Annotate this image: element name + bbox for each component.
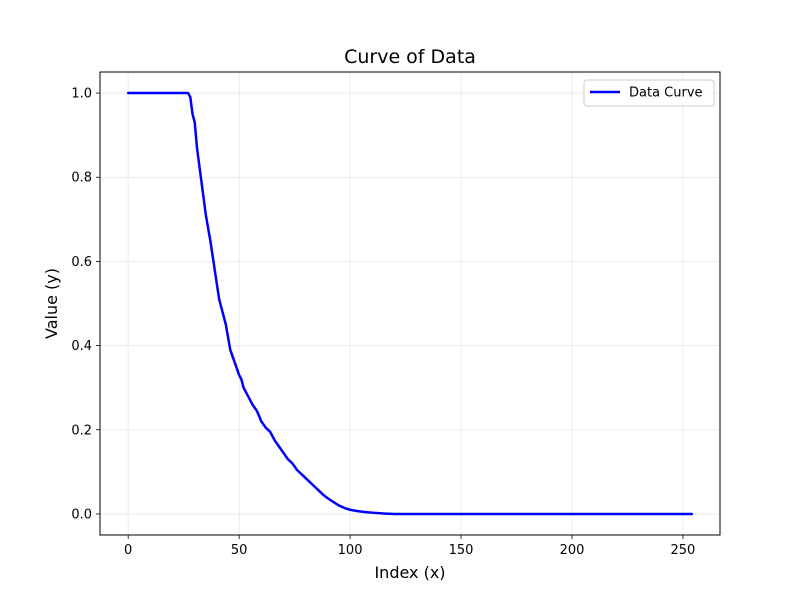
y-tick-label: 0.2 <box>71 423 92 438</box>
legend-box <box>583 79 715 107</box>
y-axis-title: Value (y) <box>42 268 61 339</box>
x-tick-label: 100 <box>338 543 363 558</box>
x-axis-title: Index (x) <box>374 563 445 582</box>
grid-lines <box>100 72 720 535</box>
plot-frame <box>99 71 721 536</box>
plot-area <box>100 72 720 535</box>
legend: Data Curve <box>583 79 715 107</box>
series-layer <box>126 91 694 516</box>
legend-label-data-curve: Data Curve <box>629 86 703 101</box>
y-tick-label: 0.4 <box>71 339 92 354</box>
series-line-data-curve <box>126 91 694 516</box>
axis-ticks: 0 50 100 150 200 250 0.0 0.2 0.4 0.6 0.8 1.0 <box>71 87 695 558</box>
y-tick-label: 1.0 <box>71 87 92 102</box>
x-tick-label: 150 <box>449 543 474 558</box>
chart-title: Curve of Data <box>344 46 476 68</box>
y-tick-label: 0.0 <box>71 507 92 522</box>
y-tick-label: 0.8 <box>71 171 92 186</box>
x-tick-label: 50 <box>231 543 248 558</box>
x-tick-label: 200 <box>560 543 585 558</box>
x-tick-label: 0 <box>124 543 132 558</box>
x-tick-label: 250 <box>671 543 696 558</box>
y-tick-label: 0.6 <box>71 255 92 270</box>
